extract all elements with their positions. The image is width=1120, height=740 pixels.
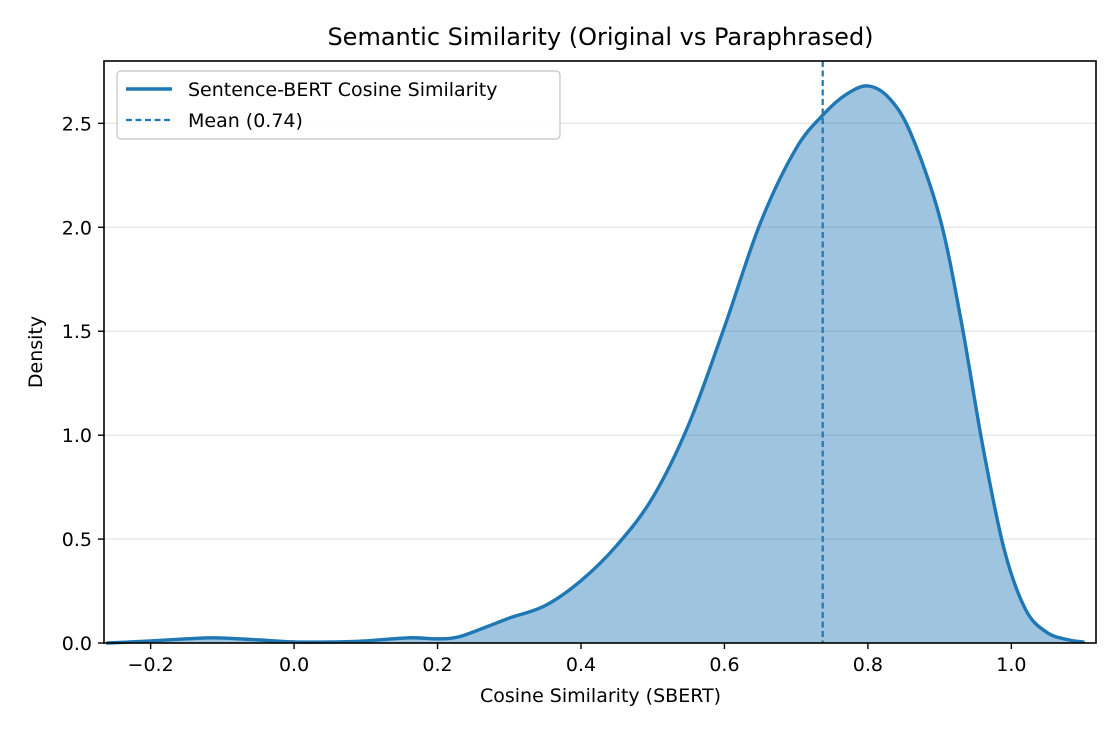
y-tick-label: 1.5 [62, 321, 92, 343]
legend: Sentence-BERT Cosine Similarity Mean (0.… [116, 70, 561, 140]
legend-mean-label: Mean (0.74) [188, 110, 303, 132]
y-tick-label: 1.0 [62, 425, 92, 447]
x-tick-label: 0.8 [853, 654, 883, 676]
x-tick-label: 0.0 [279, 654, 309, 676]
x-tick-label: −0.2 [128, 654, 174, 676]
x-tick-label: 0.4 [566, 654, 596, 676]
y-axis-label: Density [25, 316, 47, 388]
y-tick-label: 0.5 [62, 529, 92, 551]
plot-frame [103, 60, 1097, 644]
x-tick-label: 1.0 [996, 654, 1026, 676]
grid-lines [104, 122, 1096, 540]
y-tick-label: 2.0 [62, 217, 92, 239]
x-axis-label: Cosine Similarity (SBERT) [480, 685, 721, 707]
x-axis-ticks: −0.2 0.0 0.2 0.4 0.6 0.8 1.0 [128, 643, 1026, 676]
y-tick-label: 0.0 [62, 633, 92, 655]
y-axis-ticks: 0.0 0.5 1.0 1.5 2.0 2.5 [62, 113, 104, 655]
x-tick-label: 0.6 [709, 654, 739, 676]
density-area-layer [105, 84, 1085, 645]
chart-title: Semantic Similarity (Original vs Paraphr… [327, 23, 873, 51]
y-tick-label: 2.5 [62, 113, 92, 135]
density-fill [107, 85, 1084, 643]
density-curve [105, 84, 1085, 645]
x-tick-label: 0.2 [422, 654, 452, 676]
legend-box [116, 70, 561, 140]
legend-density-label: Sentence-BERT Cosine Similarity [188, 79, 497, 101]
